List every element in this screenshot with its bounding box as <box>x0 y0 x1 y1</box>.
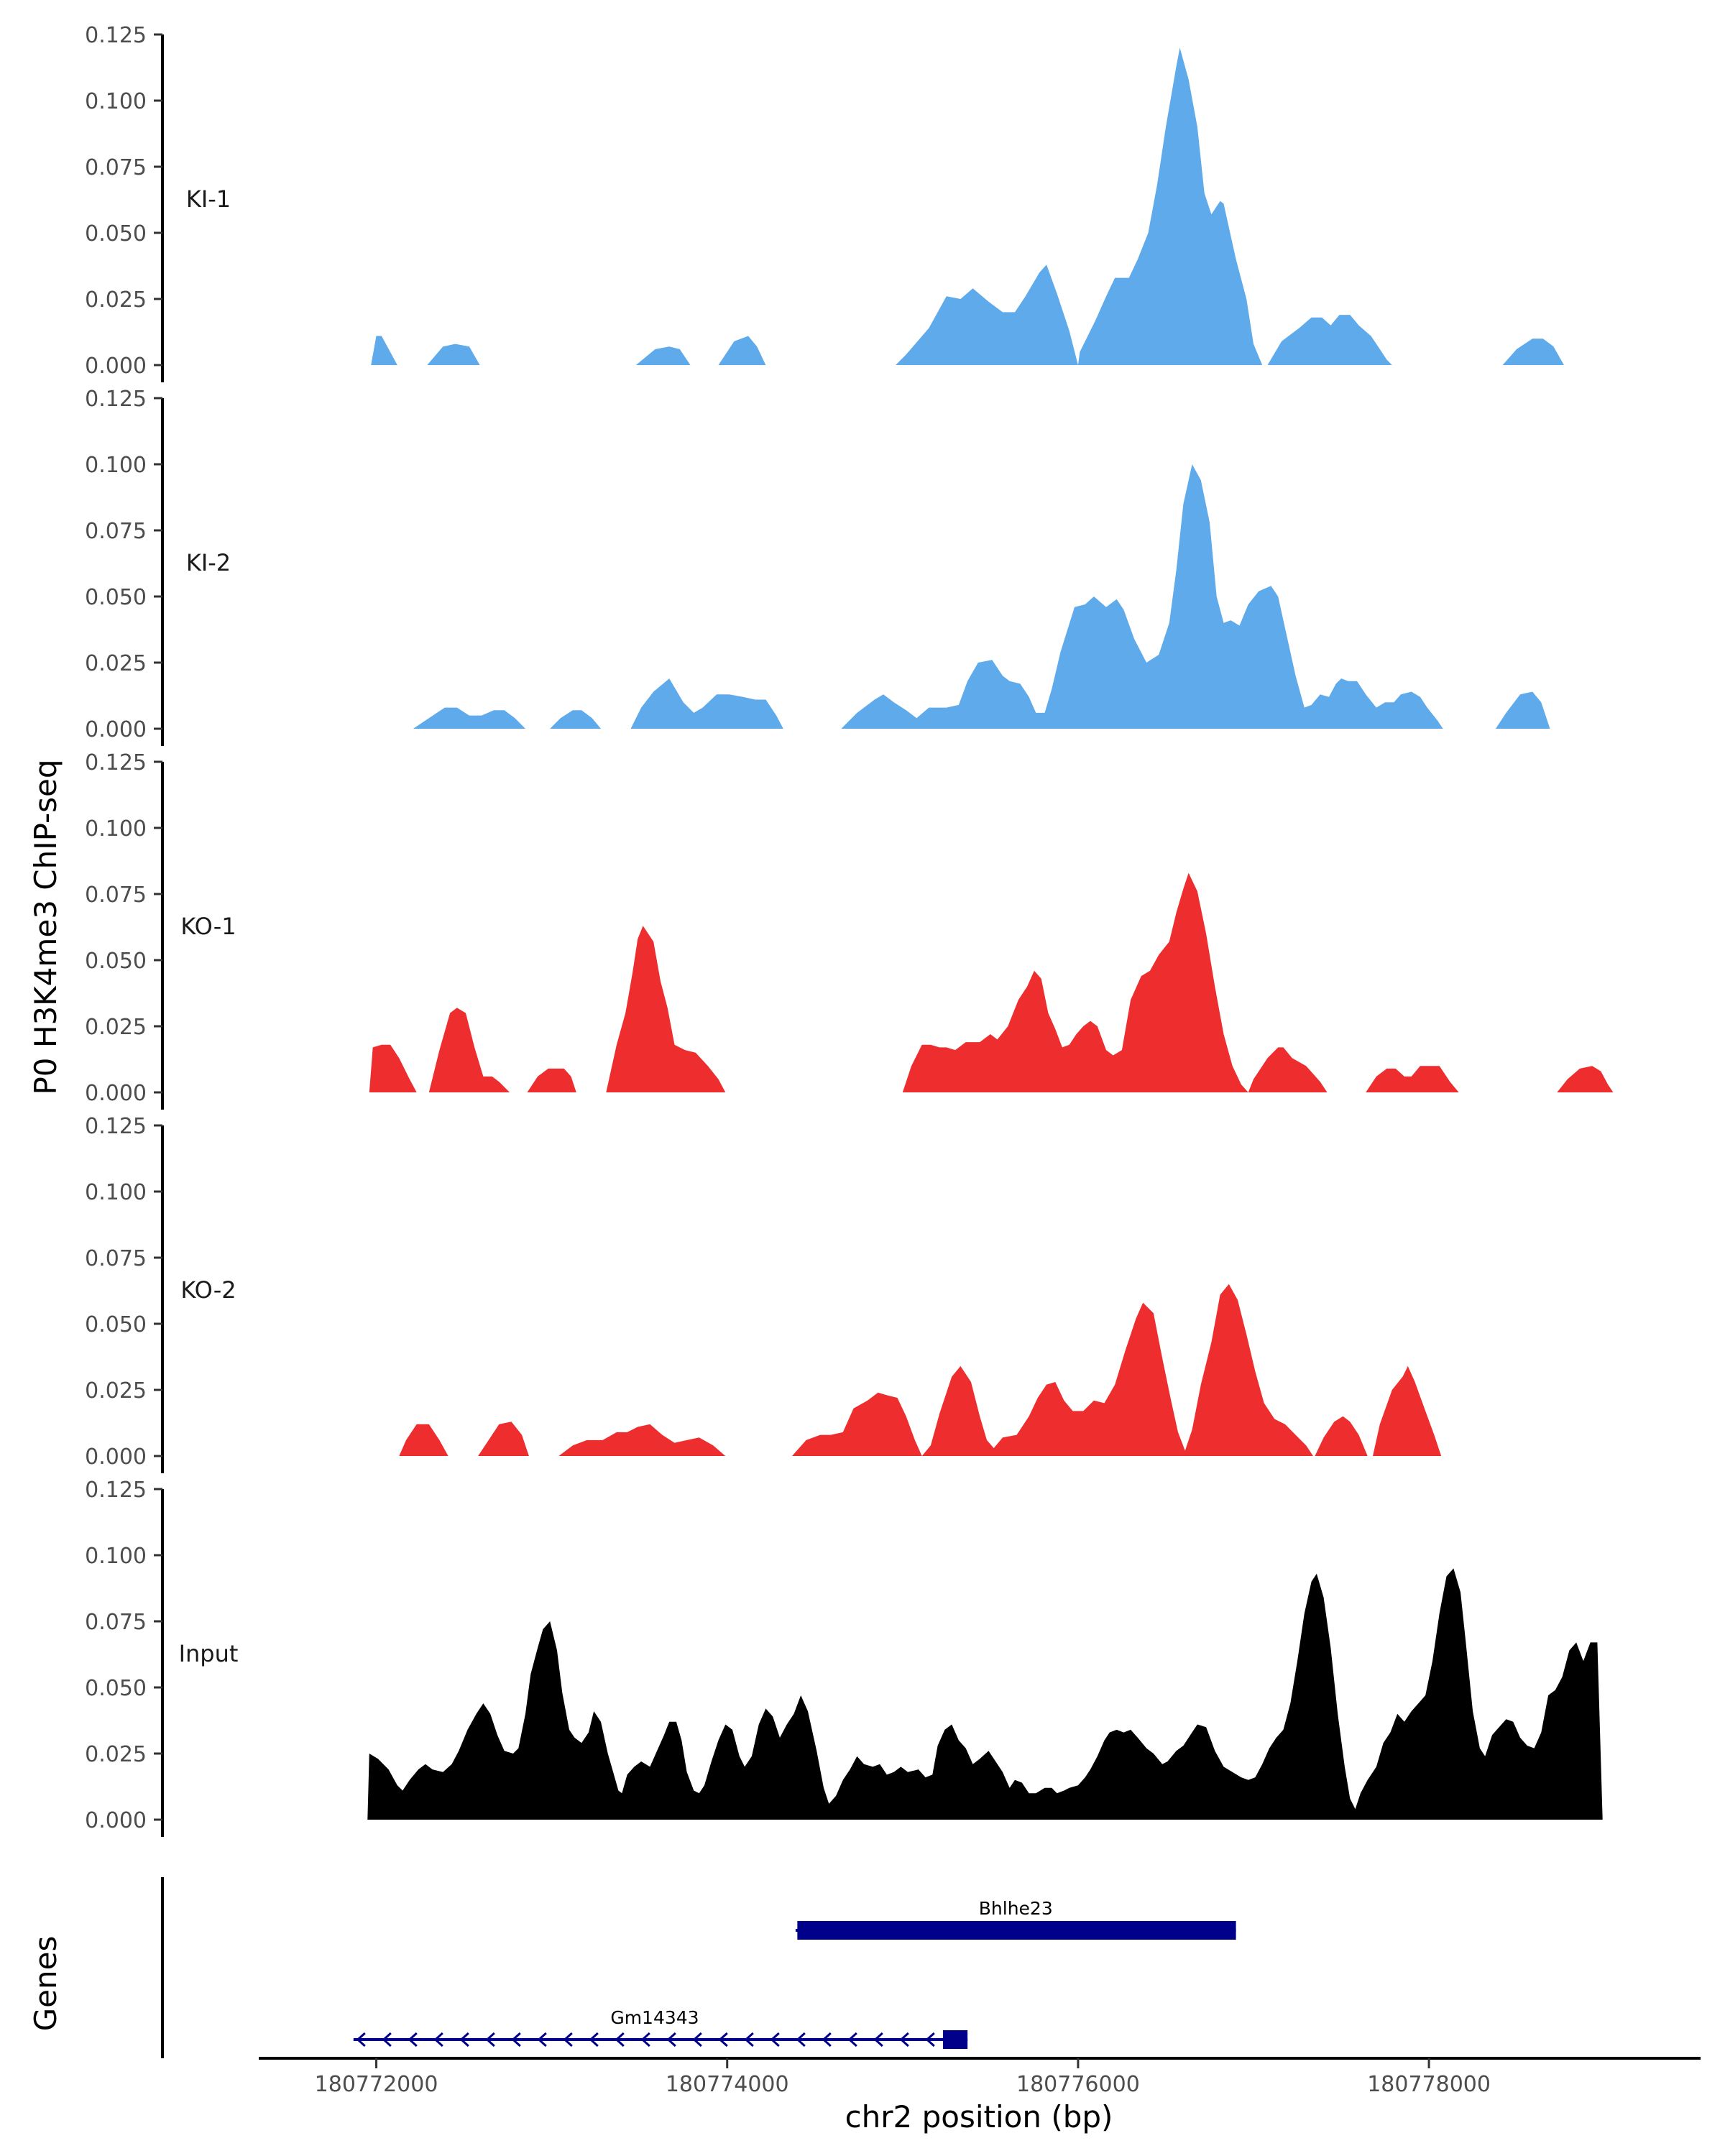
x-axis-title: chr2 position (bp) <box>845 2099 1113 2134</box>
y-tick-label: 0.050 <box>85 949 147 974</box>
signal-area <box>399 1284 1442 1456</box>
y-tick-label: 0.075 <box>85 155 147 180</box>
y-tick-label: 0.050 <box>85 585 147 610</box>
x-tick-label: 180778000 <box>1367 2072 1491 2097</box>
track-panel: 0.000 0.025 0.050 0.075 0.100 0.125 KO-1 <box>85 750 1614 1110</box>
strand-arrow <box>485 2032 495 2047</box>
strand-arrow <box>537 2032 547 2047</box>
y-tick-label: 0.075 <box>85 1610 147 1635</box>
y-tick-label: 0.125 <box>85 750 147 775</box>
y-axis-title: P0 H3K4me3 ChIP-seq <box>28 759 63 1095</box>
y-tick-label: 0.000 <box>85 1445 147 1470</box>
track-panel: 0.000 0.025 0.050 0.075 0.100 0.125 KI-1 <box>85 23 1565 382</box>
strand-arrow <box>899 2032 909 2047</box>
y-tick-label: 0.025 <box>85 1742 147 1767</box>
strand-arrow <box>563 2032 573 2047</box>
strand-arrow <box>822 2032 832 2047</box>
y-tick-label: 0.050 <box>85 221 147 247</box>
y-tick-label: 0.025 <box>85 1015 147 1040</box>
y-tick-label: 0.100 <box>85 1180 147 1205</box>
track-panel: 0.000 0.025 0.050 0.075 0.100 0.125 KI-2 <box>85 387 1550 746</box>
y-tick-label: 0.025 <box>85 287 147 313</box>
track-label: Input <box>179 1640 239 1667</box>
y-tick-label: 0.025 <box>85 1378 147 1404</box>
gene-track: Bhlhe23 <box>795 1898 1236 1940</box>
y-tick-label: 0.100 <box>85 1544 147 1569</box>
gene-label: Bhlhe23 <box>979 1898 1053 1919</box>
gene-body <box>942 2030 968 2049</box>
track-panel: 0.000 0.025 0.050 0.075 0.100 0.125 Input <box>85 1478 1603 1837</box>
strand-arrow <box>356 2032 366 2047</box>
strand-arrow <box>770 2032 780 2047</box>
y-tick-label: 0.025 <box>85 651 147 676</box>
strand-arrow <box>666 2032 676 2047</box>
y-tick-label: 0.000 <box>85 717 147 742</box>
gene-label: Gm14343 <box>610 2007 699 2028</box>
signal-area <box>369 872 1614 1092</box>
strand-arrow <box>744 2032 754 2047</box>
y-tick-label: 0.100 <box>85 816 147 842</box>
y-tick-label: 0.100 <box>85 453 147 478</box>
track-label: KI-1 <box>186 185 231 213</box>
strand-arrow <box>615 2032 625 2047</box>
x-tick-label: 180772000 <box>315 2072 438 2097</box>
gene-body <box>797 1921 1236 1940</box>
strand-arrow <box>433 2032 443 2047</box>
genes-axis-title: Genes <box>28 1936 63 2032</box>
y-tick-label: 0.125 <box>85 1114 147 1139</box>
strand-arrow <box>589 2032 599 2047</box>
y-tick-label: 0.050 <box>85 1312 147 1337</box>
y-tick-label: 0.075 <box>85 883 147 908</box>
track-panel: 0.000 0.025 0.050 0.075 0.100 0.125 KO-2 <box>85 1114 1442 1473</box>
strand-arrow <box>511 2032 521 2047</box>
track-label: KO-2 <box>180 1276 236 1304</box>
strand-arrow <box>873 2032 883 2047</box>
y-tick-label: 0.125 <box>85 23 147 48</box>
y-tick-label: 0.075 <box>85 519 147 544</box>
genes-layer: Bhlhe23 Gm14343 <box>161 1877 1236 2058</box>
y-tick-label: 0.075 <box>85 1246 147 1271</box>
signal-area <box>371 47 1565 366</box>
y-tick-label: 0.000 <box>85 1808 147 1833</box>
signal-area <box>367 1568 1603 1820</box>
strand-arrow <box>459 2032 469 2047</box>
x-tick-label: 180776000 <box>1016 2072 1140 2097</box>
y-tick-label: 0.000 <box>85 354 147 379</box>
x-tick-label: 180774000 <box>666 2072 789 2097</box>
strand-arrow <box>382 2032 392 2047</box>
strand-arrow <box>925 2032 935 2047</box>
strand-arrow <box>847 2032 857 2047</box>
y-tick-label: 0.125 <box>85 387 147 412</box>
strand-arrow <box>718 2032 728 2047</box>
y-tick-label: 0.050 <box>85 1676 147 1701</box>
strand-arrow <box>408 2032 418 2047</box>
signal-area <box>413 464 1550 729</box>
strand-arrow <box>796 2032 806 2047</box>
gene-track: Gm14343 <box>353 2007 968 2049</box>
tracks-layer: 0.0000.0250.0500.0750.1000.125KI-10.0000… <box>85 23 1614 1837</box>
y-tick-label: 0.125 <box>85 1478 147 1503</box>
strand-arrow <box>640 2032 650 2047</box>
y-tick-label: 0.000 <box>85 1081 147 1106</box>
x-axis: 180772000 180774000 180776000 180778000 <box>259 2057 1701 2097</box>
track-label: KI-2 <box>186 549 231 576</box>
strand-arrow <box>692 2032 702 2047</box>
track-label: KO-1 <box>180 913 236 940</box>
y-tick-label: 0.100 <box>85 89 147 114</box>
